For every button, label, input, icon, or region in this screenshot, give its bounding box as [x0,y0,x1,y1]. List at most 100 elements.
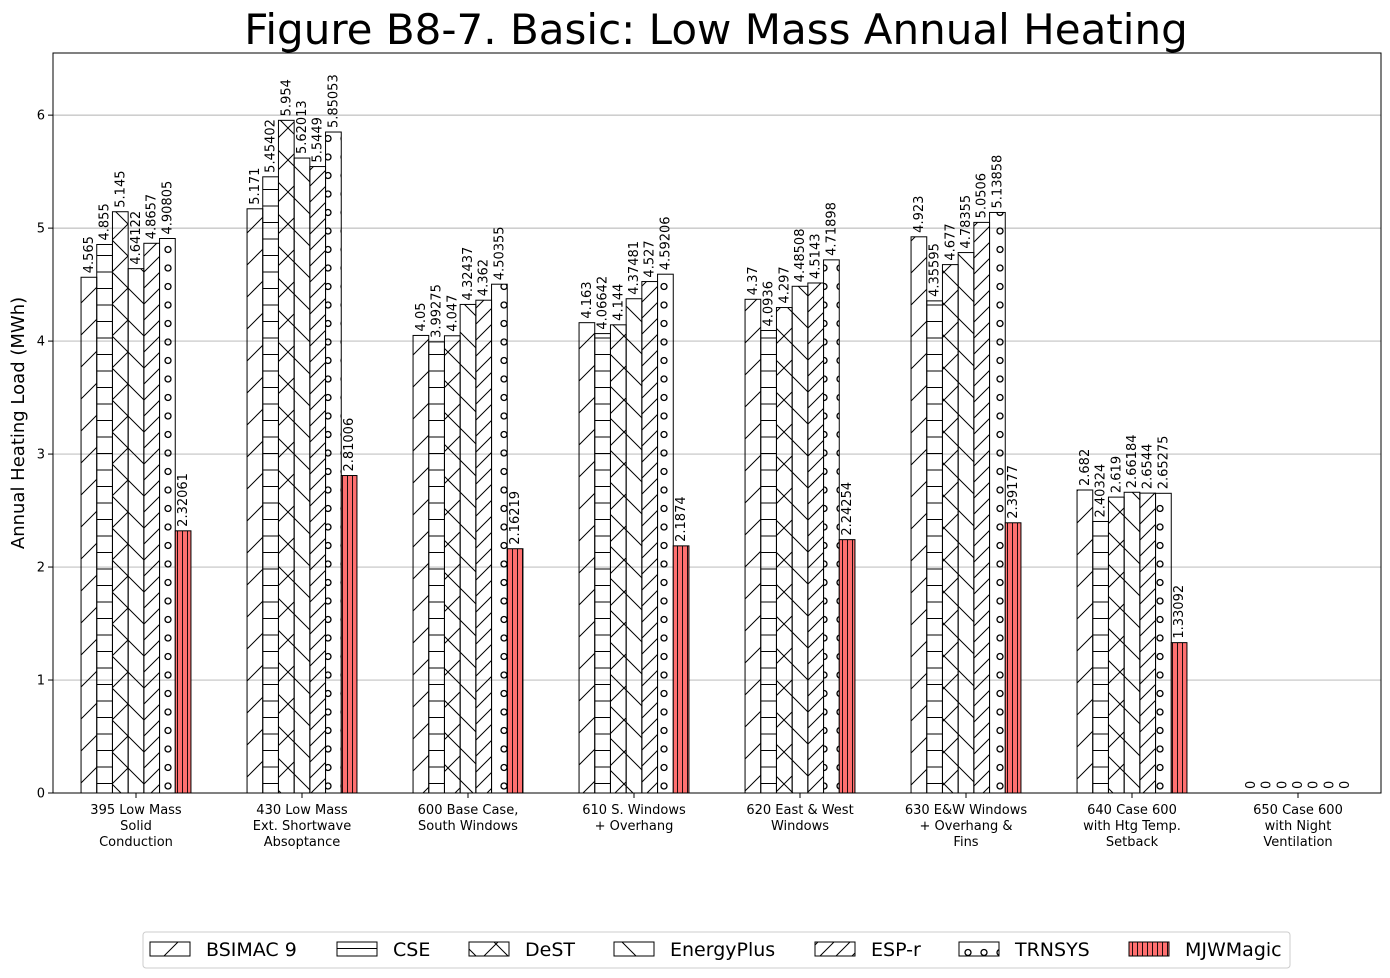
x-tick-label: with Night [1265,819,1332,834]
data-label: 2.40324 [1094,464,1109,518]
bar [506,548,524,794]
x-tick-label: 395 Low Mass [90,803,182,818]
y-tick-label: 1 [37,674,45,689]
data-label: 0 [1307,781,1322,789]
legend-swatch [814,941,856,957]
y-tick-label: 0 [37,787,45,802]
bar [594,333,611,794]
bar [412,334,430,794]
data-label: 4.05 [414,302,429,331]
data-label: 5.954 [279,79,294,116]
data-label: 4.855 [98,203,113,240]
x-tick-label: 650 Case 600 [1253,803,1343,818]
data-label: 2.1874 [674,496,689,542]
bar [775,307,793,794]
bar [926,300,943,794]
data-label: 4.5143 [809,233,824,279]
data-label: 0 [1260,781,1275,789]
legend-swatch [149,941,191,957]
data-label: 4.06642 [596,276,611,330]
data-label: 4.59206 [658,216,673,270]
data-label: 3.99275 [430,284,445,338]
bar [443,335,461,794]
legend-label: TRNSYS [1014,939,1090,961]
bar [578,322,596,794]
data-label: 2.81006 [342,418,357,472]
data-label: 4.50355 [492,226,507,280]
data-label: 2.682 [1078,449,1093,486]
data-label: 5.13858 [990,155,1005,209]
data-label: 4.78355 [959,195,974,249]
data-label: 5.45402 [264,119,279,173]
data-label: 2.39177 [1006,465,1021,519]
bar [309,166,327,794]
bar [957,252,975,794]
x-tick-label: Conduction [99,835,173,850]
bar [1170,642,1188,794]
data-label: 4.047 [445,295,460,332]
data-label: 4.0936 [762,281,777,327]
bar [910,236,928,794]
plot-area-frame [52,52,1382,794]
data-label: 4.297 [777,266,792,303]
data-label: 4.37481 [627,241,642,295]
x-tick-label: + Overhang & [919,819,1012,834]
data-label: 4.48508 [793,229,808,283]
data-label: 0 [1338,781,1353,789]
data-label: 2.65275 [1156,436,1171,490]
bar [491,283,508,794]
bar [641,281,659,794]
bar [1155,492,1172,794]
data-label: 5.85053 [326,74,341,128]
legend-swatch [958,941,1000,957]
bar [80,276,98,794]
data-label: 4.677 [943,223,958,260]
bar [325,131,342,794]
legend-swatch [468,941,510,957]
data-label: 4.144 [611,284,626,321]
data-label: 2.32061 [176,473,191,527]
legend-label: ESP-r [871,939,921,961]
x-tick-label: with Htg Temp. [1083,819,1181,834]
data-label: 0 [1322,781,1337,789]
y-tick-label: 4 [37,335,45,350]
legend-swatch [613,941,655,957]
bar [159,238,176,794]
data-label: 2.6544 [1141,444,1156,490]
bar [277,119,295,794]
bar [760,330,777,794]
data-label: 0 [1244,781,1259,789]
bar [127,268,145,794]
bar [262,176,279,794]
legend-label: EnergyPlus [670,939,775,961]
bar [475,299,493,794]
bar [174,530,192,794]
legend: BSIMAC 9 CSE DeST EnergyPlus ESP-r TRNSYS MJWM… [142,931,1291,969]
data-label: 2.16219 [508,491,523,545]
x-tick-label: 630 E&W Windows [905,803,1028,818]
data-label: 5.145 [113,171,128,208]
x-tick-label: Absoptance [264,835,341,850]
bar [744,298,762,794]
chart-title: Figure B8-7. Basic: Low Mass Annual Heat… [244,5,1187,54]
data-label: 5.62013 [295,100,310,154]
x-tick-label: Ventilation [1263,835,1332,850]
bar [459,303,477,794]
x-tick-label: Solid [120,819,152,834]
y-axis: 0 1 2 3 4 5 6 [37,109,53,802]
bar [1092,520,1109,794]
bar [1004,522,1022,794]
legend-label: BSIMAC 9 [206,939,297,961]
y-tick-label: 2 [37,561,45,576]
data-label: 4.923 [912,196,927,233]
bars [80,119,1188,794]
bar [1107,496,1125,794]
legend-frame [142,931,1291,969]
data-label: 0 [1291,781,1306,789]
bar [340,475,358,794]
legend-label: CSE [393,939,430,961]
data-label: 5.0506 [975,173,990,218]
x-tick-label: South Windows [418,819,518,834]
